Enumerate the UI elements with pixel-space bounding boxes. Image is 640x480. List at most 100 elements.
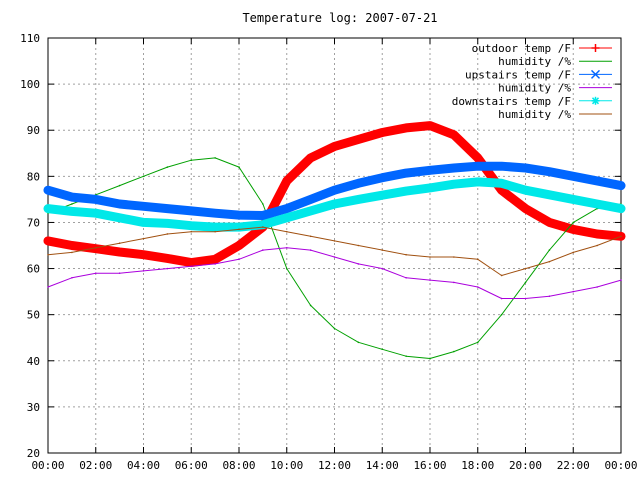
data-point: [475, 155, 480, 160]
data-point: [118, 272, 121, 274]
data-point: [547, 169, 552, 174]
x-tick-label: 08:00: [222, 459, 255, 472]
data-point: [429, 256, 431, 258]
data-point: [238, 258, 240, 261]
data-point: [547, 192, 552, 197]
data-point: [166, 166, 169, 168]
data-point: [453, 350, 455, 353]
data-point: [238, 228, 240, 231]
data-point: [46, 238, 50, 243]
data-point: [260, 222, 265, 227]
data-point: [548, 249, 551, 251]
data-point: [356, 197, 361, 202]
data-point: [429, 279, 431, 281]
legend-entry: upstairs temp /F: [465, 68, 612, 81]
data-point: [47, 253, 49, 256]
data-point: [356, 181, 361, 186]
data-point: [381, 348, 384, 351]
legend-label: downstairs temp /F: [452, 95, 571, 108]
data-point: [405, 276, 407, 279]
data-point: [572, 290, 575, 293]
data-point: [213, 211, 218, 216]
data-point: [380, 130, 385, 135]
x-tick-label: 12:00: [318, 459, 351, 472]
y-tick-label: 100: [20, 78, 40, 91]
data-point: [308, 208, 313, 213]
data-point: [571, 197, 576, 202]
data-point: [357, 263, 360, 265]
data-point: [285, 230, 288, 233]
data-point: [237, 225, 241, 230]
data-point: [309, 235, 312, 238]
data-point: [620, 235, 622, 238]
data-point: [141, 204, 146, 209]
data-point: [428, 123, 432, 128]
y-tick-label: 30: [27, 401, 40, 414]
data-point: [380, 193, 385, 198]
data-point: [357, 244, 360, 247]
data-point: [69, 195, 74, 200]
data-point: [499, 181, 504, 186]
x-tick-label: 16:00: [413, 459, 446, 472]
data-point: [571, 174, 576, 179]
data-point: [117, 202, 122, 206]
series-layer: [43, 121, 626, 360]
data-point: [285, 267, 288, 270]
data-point: [595, 178, 600, 183]
legend-label: humidity /%: [498, 55, 571, 68]
grid: [48, 38, 621, 453]
y-tick-label: 20: [27, 447, 40, 460]
data-point: [620, 279, 622, 281]
data-point: [523, 188, 528, 193]
data-point: [189, 260, 194, 265]
axes: 20 30 40 50 60 70 80 90 100 110 00:00 02:00 04:00 06:…: [20, 32, 637, 472]
data-point: [190, 159, 193, 161]
data-point: [405, 355, 407, 357]
data-point: [262, 226, 264, 228]
data-point: [262, 203, 264, 205]
data-point: [596, 286, 598, 288]
y-tick-label: 70: [27, 216, 40, 229]
x-tick-label: 22:00: [557, 459, 590, 472]
x-tick-label: 20:00: [509, 459, 542, 472]
data-point: [93, 211, 98, 216]
y-tick-label: 50: [27, 309, 40, 322]
data-point: [595, 202, 600, 206]
data-point: [69, 209, 74, 214]
data-point: [284, 215, 289, 220]
data-point: [619, 183, 623, 188]
data-point: [284, 206, 289, 211]
data-point: [404, 171, 409, 176]
data-point: [500, 297, 503, 300]
data-point: [213, 257, 218, 262]
data-point: [380, 175, 385, 180]
data-point: [214, 157, 216, 159]
data-point: [308, 197, 313, 202]
data-point: [117, 215, 122, 220]
x-tick-label: 00:00: [604, 459, 637, 472]
data-point: [357, 341, 360, 344]
data-point: [356, 137, 361, 142]
plot-frame: [47, 37, 622, 454]
data-point: [118, 184, 121, 187]
data-point: [285, 247, 288, 249]
data-point: [309, 249, 312, 251]
data-point: [94, 247, 97, 249]
data-point: [332, 144, 337, 149]
data-point: [428, 185, 432, 190]
y-tick-label: 80: [27, 170, 40, 183]
data-point: [141, 252, 146, 257]
legend-label: outdoor temp /F: [472, 42, 571, 55]
x-tick-label: 18:00: [461, 459, 494, 472]
data-point: [476, 286, 479, 288]
data-point: [475, 179, 480, 184]
data-point: [262, 249, 264, 251]
data-point: [308, 155, 313, 160]
legend-label: upstairs temp /F: [465, 68, 571, 81]
data-point: [117, 249, 122, 254]
data-point: [596, 244, 598, 247]
data-point: [453, 256, 455, 258]
data-point: [476, 341, 479, 344]
data-point: [69, 243, 74, 248]
